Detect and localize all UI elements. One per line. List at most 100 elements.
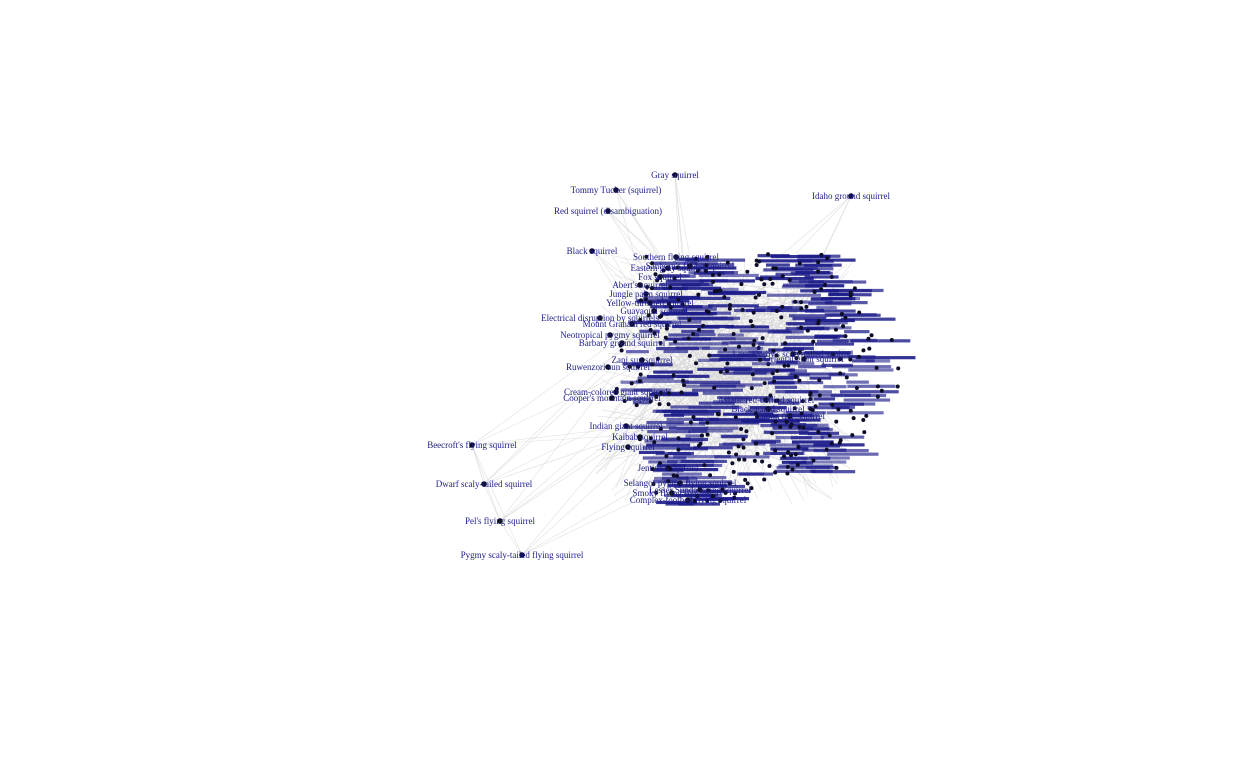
node [650, 362, 655, 367]
node [816, 269, 821, 274]
node-label-mass [817, 339, 849, 343]
node-dot [801, 356, 807, 362]
node-label-mass [646, 420, 684, 425]
node-label-mass [798, 365, 826, 369]
node [696, 292, 701, 297]
node [796, 445, 801, 450]
node [793, 452, 798, 457]
node [725, 369, 730, 374]
node-dot [619, 340, 625, 346]
node [741, 445, 746, 450]
graph-node: Complex-toothed flying squirrel [630, 495, 747, 505]
node-label: Cooper's mountain squirrel [563, 393, 661, 403]
node-label-mass [739, 329, 790, 333]
node-label-mass [673, 455, 731, 459]
node-label-mass [690, 261, 718, 265]
node [661, 268, 666, 273]
graph-node: Selangor pygmy flying squirrel [624, 478, 737, 488]
graph-node: Dwarf scaly-tailed squirrel [436, 479, 533, 489]
node-dot [665, 265, 671, 271]
node-label-mass [776, 360, 798, 364]
node-label-mass [745, 409, 778, 413]
node-dot [685, 497, 691, 503]
node-label-mass [785, 411, 826, 415]
node-label-mass [783, 346, 814, 350]
node [636, 364, 641, 369]
node-label-mass [763, 430, 809, 434]
node-label-mass [658, 274, 690, 278]
node [852, 286, 857, 291]
node [799, 411, 804, 416]
node [731, 469, 736, 474]
node-label-mass [785, 335, 840, 339]
node [784, 419, 789, 424]
node-label: Selangor pygmy flying squirrel [624, 478, 737, 488]
node-label-mass [622, 362, 652, 366]
edge [639, 310, 689, 365]
node [787, 278, 792, 283]
node-label-mass [636, 379, 690, 383]
node [895, 384, 900, 389]
node-label-mass [678, 502, 721, 506]
node [650, 261, 655, 266]
node [772, 379, 777, 384]
node-label-mass [785, 414, 820, 418]
node [843, 315, 848, 320]
node [875, 394, 880, 399]
node-label-mass [723, 397, 752, 401]
node [702, 463, 707, 468]
node [687, 353, 692, 358]
node [734, 452, 739, 457]
node [854, 386, 859, 391]
node [811, 458, 816, 463]
node-label-mass [679, 489, 700, 493]
node-label-mass [768, 348, 793, 352]
node-label-mass [823, 385, 847, 389]
node-label: Black-eared squirrel [731, 404, 805, 414]
node-label-mass [679, 296, 731, 300]
node-dot [469, 442, 475, 448]
node [750, 372, 755, 377]
node [687, 317, 692, 322]
graph-node: Pel's flying squirrel [465, 516, 536, 526]
node-label-mass [796, 326, 825, 330]
node-label-mass [668, 308, 688, 313]
graph-node: Gray squirrel [651, 170, 699, 180]
node [816, 260, 821, 265]
node-dot [651, 308, 657, 314]
edge [471, 444, 523, 556]
node-label: Idaho ground squirrel [812, 191, 890, 201]
node [774, 309, 779, 314]
node [668, 285, 673, 290]
node-label-mass [765, 263, 790, 267]
node [692, 498, 697, 503]
node [778, 424, 783, 429]
node-label-mass [686, 258, 746, 262]
node-label-mass [692, 388, 743, 392]
node-label: Jungle palm squirrel [609, 289, 683, 299]
graph-node: Lord Derby's scaly-tailed squirrel [733, 349, 854, 359]
graph-node: Red squirrel (disambiguation) [554, 206, 662, 216]
node-label-mass [804, 350, 852, 355]
node [726, 450, 731, 455]
node [732, 495, 737, 500]
node-label-mass [676, 374, 710, 378]
node-layer: Gray squirrel Tommy Tucker (squirrel) Red … [427, 170, 890, 560]
node-dot [605, 208, 611, 214]
node [861, 418, 866, 423]
node-label-mass [680, 459, 727, 463]
node [800, 399, 805, 404]
node [649, 286, 654, 291]
node [619, 348, 624, 353]
node [676, 447, 681, 452]
node [856, 354, 861, 359]
edge [607, 381, 692, 438]
node-label-mass [804, 318, 855, 323]
node [658, 426, 663, 431]
graph-node: Guayaquil squirrel [620, 306, 688, 316]
node [706, 488, 711, 493]
node-label-mass [646, 443, 691, 447]
edge [657, 345, 742, 372]
node-label-mass [821, 363, 853, 367]
node-label-mass [642, 456, 687, 460]
